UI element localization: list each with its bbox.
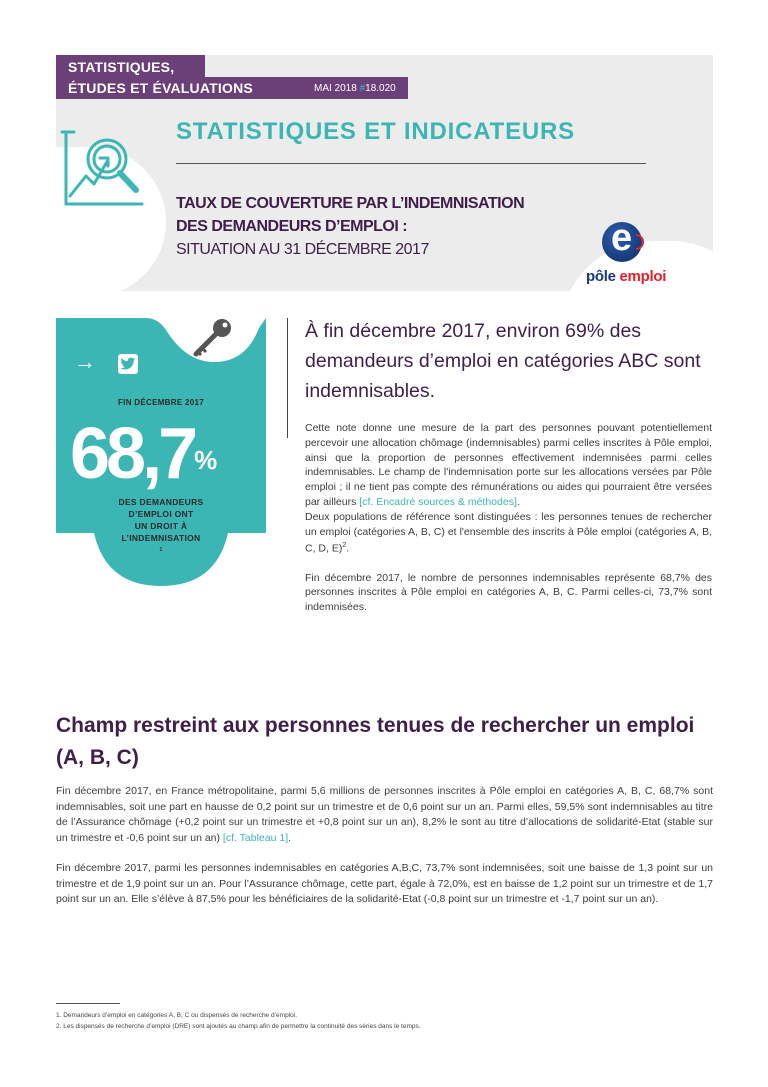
logo-e-icon xyxy=(602,222,642,262)
series-title-line2: ÉTUDES ET ÉVALUATIONS xyxy=(68,80,253,96)
lead-rule xyxy=(287,318,288,438)
subtitle-line2: DES DEMANDEURS D’EMPLOI : xyxy=(176,218,408,235)
key-figure-caption: DES DEMANDEURS D’EMPLOI ONT UN DROIT À L… xyxy=(118,497,204,553)
series-title-line1: STATISTIQUES, xyxy=(68,59,175,75)
intro-paragraph-2: Deux populations de référence sont disti… xyxy=(305,510,712,555)
issue-hash: # xyxy=(359,83,366,94)
subtitle-date: SITUATION AU 31 DÉCEMBRE 2017 xyxy=(176,241,429,258)
page-title: STATISTIQUES ET INDICATEURS xyxy=(176,118,575,145)
pole-emploi-logo: e pôle emploi xyxy=(586,217,667,285)
lead-statement: À fin décembre 2017, environ 69% des dem… xyxy=(305,320,701,402)
footnote-divider xyxy=(56,1003,120,1004)
footnote-ref-1[interactable]: 1 xyxy=(159,547,163,553)
issue-number: 18.020 xyxy=(365,83,396,94)
footnote-1: 1. Demandeurs d’emploi en catégories A, … xyxy=(56,1012,297,1019)
key-figure-date: FIN DÉCEMBRE 2017 xyxy=(117,398,204,407)
issue-date: MAI 2018 xyxy=(314,83,357,94)
section-body: Fin décembre 2017, en France métropolita… xyxy=(56,784,713,908)
key-figure-card: → FIN DÉCEMBRE 2017 68,7% DES DEMANDEURS… xyxy=(56,318,266,588)
section-paragraph-1: Fin décembre 2017, en France métropolita… xyxy=(56,785,713,844)
footnotes: 1. Demandeurs d’emploi en catégories A, … xyxy=(56,1010,713,1032)
key-figure-unit: % xyxy=(194,445,218,475)
sources-methods-link[interactable]: [cf. Encadré sources & méthodes] xyxy=(359,495,517,508)
twitter-icon[interactable] xyxy=(118,354,138,374)
table-1-link[interactable]: [cf. Tableau 1] xyxy=(222,831,289,844)
key-figure-value: 68,7% xyxy=(70,414,218,494)
subtitle-line1: TAUX DE COUVERTURE PAR L’INDEMNISATION xyxy=(176,195,525,212)
title-divider xyxy=(176,163,646,164)
footnote-ref-2[interactable]: 2 xyxy=(342,542,347,550)
key-icon xyxy=(193,319,231,357)
report-subtitle: TAUX DE COUVERTURE PAR L’INDEMNISATION D… xyxy=(176,192,525,261)
intro-paragraph-3: Fin décembre 2017, le nombre de personne… xyxy=(305,571,712,614)
arrow-right-icon: → xyxy=(74,349,96,374)
chart-magnifier-icon xyxy=(60,130,144,206)
section-paragraph-2: Fin décembre 2017, parmi les personnes i… xyxy=(56,862,713,905)
issue-info: MAI 2018 #18.020 xyxy=(314,83,396,94)
logo-wordmark: pôle emploi xyxy=(586,268,667,285)
section-heading: Champ restreint aux personnes tenues de … xyxy=(56,714,695,769)
footnote-2: 2. Les dispensés de recherche d’emploi (… xyxy=(56,1023,421,1030)
intro-text: Cette note donne une mesure de la part d… xyxy=(305,421,712,615)
intro-paragraph-1: Cette note donne une mesure de la part d… xyxy=(305,422,712,508)
